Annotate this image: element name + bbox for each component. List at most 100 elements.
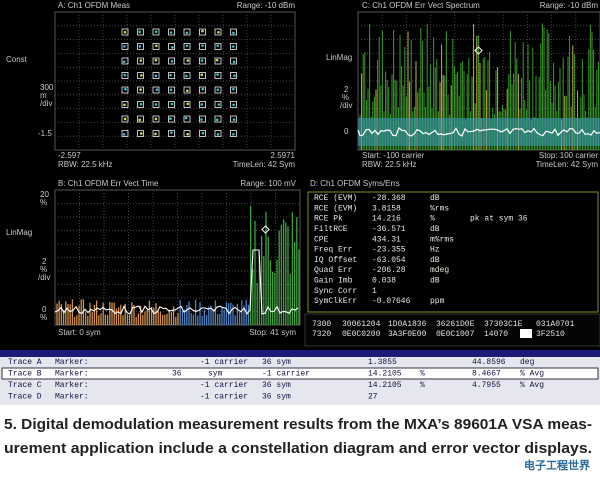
- result-cell: Hz: [430, 246, 440, 255]
- constellation-box: [152, 57, 160, 65]
- trace-cell: 44.8596: [472, 358, 506, 367]
- hex-cell: 30061204: [342, 320, 381, 329]
- result-cell: dB: [430, 194, 440, 203]
- hex-cell: 0E0C0200: [342, 330, 381, 339]
- result-cell: -63.054: [372, 256, 406, 265]
- constellation-box: [230, 115, 237, 123]
- constellation-point: [154, 30, 158, 34]
- constellation-point: [155, 44, 158, 48]
- constellation-point: [200, 73, 204, 77]
- constellation-box: [199, 72, 206, 79]
- result-cell: FiltRCE: [314, 225, 348, 234]
- trace-cell: 36 sym: [262, 358, 291, 367]
- constellation-point: [201, 44, 204, 47]
- constellation-box: [199, 101, 206, 108]
- trace-cell: 8.4667: [472, 370, 501, 379]
- result-cell: pk at sym 36: [470, 215, 528, 224]
- hex-cell: 3A3F0E00: [388, 330, 427, 339]
- constellation-point: [138, 118, 141, 122]
- time-len: TimeLen: 42 Sym: [536, 160, 599, 169]
- constellation-box: [199, 86, 206, 94]
- constellation-box: [183, 28, 191, 36]
- panel-title: C: Ch1 OFDM Err Vect Spectrum: [362, 1, 480, 10]
- trace-cell: Trace B: [8, 370, 42, 379]
- trace-cell: Trace C: [8, 381, 42, 390]
- y-label: 20: [40, 190, 49, 199]
- result-cell: RCE Pk: [314, 215, 343, 224]
- hex-box: [304, 313, 600, 347]
- constellation-point: [216, 44, 220, 47]
- y-label: %: [40, 265, 47, 274]
- constellation-point: [138, 45, 142, 48]
- constellation-point: [122, 60, 126, 64]
- constellation-point: [122, 133, 126, 136]
- constellation-box: [214, 130, 222, 137]
- time-len: TimeLen: 42 Sym: [233, 160, 296, 169]
- constellation-box: [230, 57, 237, 65]
- constellation-box: [214, 28, 222, 36]
- hex-cell: 0E0C1007: [436, 330, 475, 339]
- spectrum-band: [358, 118, 600, 146]
- y-label: %: [40, 198, 47, 207]
- constellation-point: [200, 103, 204, 106]
- constellation-box: [214, 101, 222, 108]
- y-label: %: [40, 313, 47, 322]
- rbw: RBW: 22.5 kHz: [362, 160, 417, 169]
- y-label: 0: [42, 305, 47, 314]
- result-cell: 0.038: [372, 277, 396, 286]
- hex-cell: 36261D0E: [436, 320, 475, 329]
- constellation-box: [137, 72, 144, 79]
- constellation-point: [215, 118, 219, 122]
- constellation-point: [185, 44, 189, 48]
- constellation-point: [170, 102, 174, 106]
- constellation-point: [154, 58, 158, 62]
- constellation-point: [216, 133, 220, 136]
- constellation-point: [186, 102, 189, 106]
- constellation-box: [137, 86, 144, 94]
- trace-cell: %: [420, 370, 425, 379]
- constellation-point: [169, 31, 173, 34]
- trace-cell: -1 carrier: [200, 393, 248, 402]
- hex-cell: 1D0A1836: [388, 320, 427, 329]
- y-label: 0: [344, 127, 349, 136]
- hex-highlight: [520, 329, 532, 338]
- marker: [261, 225, 270, 234]
- constellation-point: [185, 31, 189, 35]
- trace-cell: 1.3855: [368, 358, 397, 367]
- constellation-box: [214, 57, 222, 65]
- trace-cell: 4.7955: [472, 381, 501, 390]
- constellation-point: [155, 88, 159, 91]
- constellation-point: [201, 131, 205, 135]
- constellation-point: [217, 30, 220, 34]
- constellation-box: [152, 101, 160, 108]
- constellation-box: [183, 72, 191, 79]
- panel-range: Range: -10 dBm: [540, 1, 599, 10]
- y-label: LinMag: [6, 228, 32, 237]
- constellation-point: [186, 59, 190, 62]
- result-cell: IQ Offset: [314, 256, 357, 265]
- constellation-box: [183, 130, 191, 137]
- caption-line: urement application include a constellat…: [4, 440, 592, 457]
- x-stop: Stop: 41 sym: [249, 328, 296, 337]
- constellation-box: [121, 57, 129, 65]
- constellation-point: [171, 46, 174, 49]
- trace-cell: Marker:: [55, 358, 89, 367]
- result-cell: 434.31: [372, 235, 401, 244]
- constellation-point: [123, 73, 127, 77]
- constellation-box: [168, 57, 175, 65]
- result-cell: Quad Err: [314, 266, 353, 275]
- constellation-box: [199, 115, 206, 123]
- result-cell: -36.571: [372, 225, 406, 234]
- constellation-point: [139, 102, 143, 106]
- result-cell: mdeg: [430, 266, 449, 275]
- constellation-point: [139, 88, 142, 91]
- constellation-box: [168, 43, 175, 50]
- trace-cell: 36 sym: [262, 381, 291, 390]
- result-cell: -0.07646: [372, 297, 411, 306]
- constellation-box: [121, 28, 129, 36]
- constellation-box: [230, 72, 237, 79]
- constellation-box: [168, 115, 175, 123]
- constellation-point: [232, 87, 235, 91]
- constellation-box: [183, 86, 191, 94]
